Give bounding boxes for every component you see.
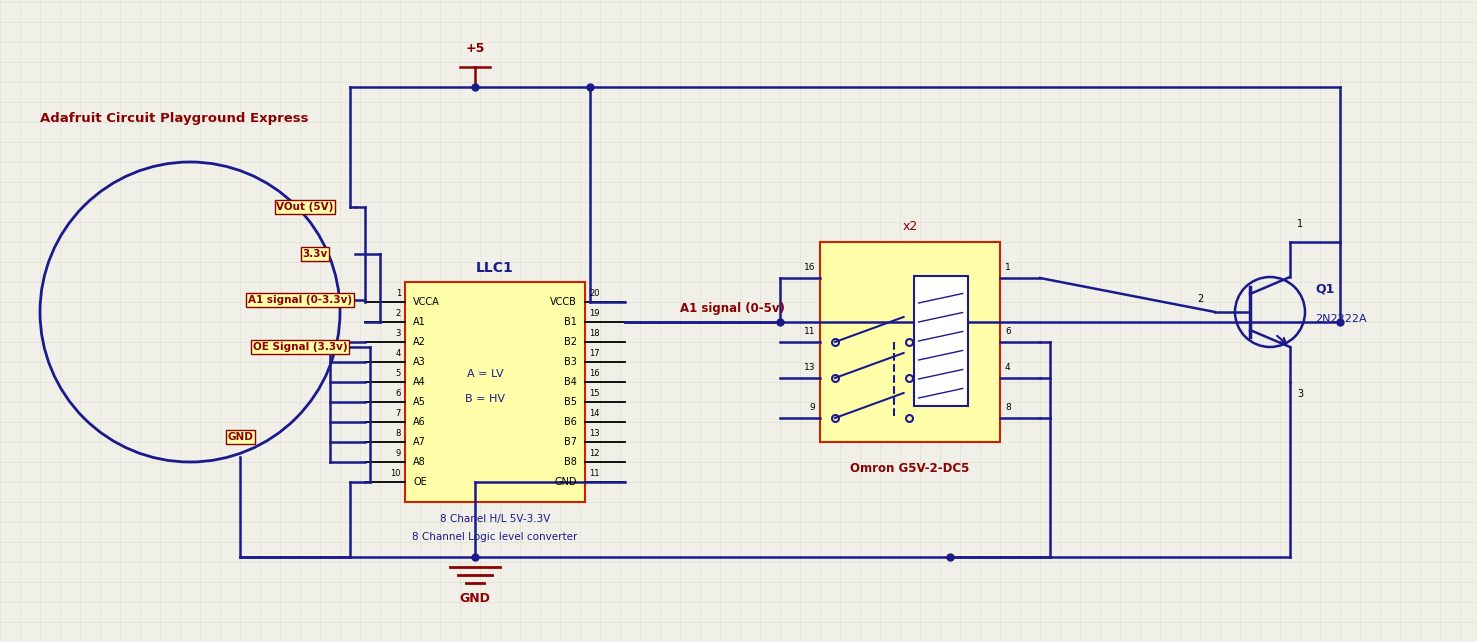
Text: A2: A2 <box>414 337 425 347</box>
Text: 4: 4 <box>396 349 400 358</box>
Text: 12: 12 <box>589 449 600 458</box>
Text: B8: B8 <box>564 457 578 467</box>
Text: 1: 1 <box>1004 263 1010 272</box>
Text: 5: 5 <box>396 369 400 378</box>
Text: 19: 19 <box>589 309 600 318</box>
Text: 20: 20 <box>589 289 600 298</box>
Bar <box>914 276 967 406</box>
Text: OE: OE <box>414 477 427 487</box>
Text: 11: 11 <box>803 327 815 336</box>
Text: x2: x2 <box>902 220 917 233</box>
Text: 8 Chanel H/L 5V-3.3V: 8 Chanel H/L 5V-3.3V <box>440 514 551 524</box>
Text: A1: A1 <box>414 317 425 327</box>
Text: 1: 1 <box>1297 219 1303 229</box>
Text: B2: B2 <box>564 337 578 347</box>
Text: B4: B4 <box>564 377 578 387</box>
Text: 16: 16 <box>803 263 815 272</box>
Bar <box>405 282 585 502</box>
Text: GND: GND <box>459 592 490 605</box>
Text: 8: 8 <box>396 429 400 438</box>
Text: 13: 13 <box>803 363 815 372</box>
Text: OE Signal (3.3v): OE Signal (3.3v) <box>253 342 347 352</box>
Text: 9: 9 <box>396 449 400 458</box>
Text: 13: 13 <box>589 429 600 438</box>
Text: 3: 3 <box>396 329 400 338</box>
Text: 2: 2 <box>396 309 400 318</box>
Text: 8: 8 <box>1004 403 1010 412</box>
Text: 15: 15 <box>589 389 600 398</box>
Text: 3: 3 <box>1297 389 1303 399</box>
Text: 4: 4 <box>1004 363 1010 372</box>
Text: Adafruit Circuit Playground Express: Adafruit Circuit Playground Express <box>40 112 309 125</box>
Text: B1: B1 <box>564 317 578 327</box>
Text: B6: B6 <box>564 417 578 427</box>
Text: 16: 16 <box>589 369 600 378</box>
Text: B5: B5 <box>564 397 578 407</box>
Text: Q1: Q1 <box>1315 282 1334 295</box>
Text: 9: 9 <box>809 403 815 412</box>
Text: Omron G5V-2-DC5: Omron G5V-2-DC5 <box>851 462 970 475</box>
Text: A1 signal (0-3.3v): A1 signal (0-3.3v) <box>248 295 352 305</box>
Text: 1: 1 <box>396 289 400 298</box>
Text: A4: A4 <box>414 377 425 387</box>
Text: 3.3v: 3.3v <box>303 249 328 259</box>
Text: A7: A7 <box>414 437 425 447</box>
Text: GND: GND <box>227 432 253 442</box>
Text: 10: 10 <box>390 469 400 478</box>
Text: B = HV: B = HV <box>465 394 505 404</box>
Text: 8 Channel Logic level converter: 8 Channel Logic level converter <box>412 532 578 542</box>
Text: B3: B3 <box>564 357 578 367</box>
Text: +5: +5 <box>465 42 484 55</box>
Text: LLC1: LLC1 <box>476 261 514 275</box>
Text: VCCB: VCCB <box>549 297 578 307</box>
Text: VCCA: VCCA <box>414 297 440 307</box>
Text: 18: 18 <box>589 329 600 338</box>
Text: 17: 17 <box>589 349 600 358</box>
Text: A5: A5 <box>414 397 425 407</box>
Text: 14: 14 <box>589 409 600 418</box>
Text: B7: B7 <box>564 437 578 447</box>
Text: A = LV: A = LV <box>467 369 504 379</box>
Text: A8: A8 <box>414 457 425 467</box>
Text: A3: A3 <box>414 357 425 367</box>
Text: 2N2222A: 2N2222A <box>1315 314 1366 324</box>
Text: 2: 2 <box>1196 294 1204 304</box>
Text: A1 signal (0-5v): A1 signal (0-5v) <box>679 302 784 315</box>
Text: 6: 6 <box>396 389 400 398</box>
Text: 7: 7 <box>396 409 400 418</box>
Text: A6: A6 <box>414 417 425 427</box>
Text: VOut (5V): VOut (5V) <box>276 202 334 212</box>
Bar <box>820 242 1000 442</box>
Text: GND: GND <box>554 477 578 487</box>
Text: 6: 6 <box>1004 327 1010 336</box>
Text: 11: 11 <box>589 469 600 478</box>
